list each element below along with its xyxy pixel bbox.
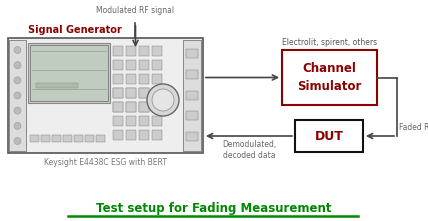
Bar: [139, 102, 149, 112]
Bar: [113, 102, 123, 112]
Bar: [126, 60, 136, 70]
Bar: [113, 60, 123, 70]
Text: DUT: DUT: [315, 130, 343, 143]
Bar: [9, 40, 26, 151]
Text: Modulated RF signal: Modulated RF signal: [96, 6, 175, 15]
Bar: [52, 135, 61, 142]
Text: Test setup for Fading Measurement: Test setup for Fading Measurement: [96, 202, 332, 215]
Bar: [139, 130, 149, 140]
Bar: [186, 49, 198, 58]
Circle shape: [14, 92, 21, 99]
Text: Keysight E4438C ESG with BERT: Keysight E4438C ESG with BERT: [44, 158, 167, 167]
Bar: [126, 74, 136, 84]
Bar: [85, 135, 94, 142]
Bar: [113, 102, 123, 112]
Bar: [139, 74, 149, 84]
Bar: [186, 70, 198, 79]
Bar: [152, 60, 162, 70]
Text: Signal Generator: Signal Generator: [28, 25, 122, 35]
Bar: [126, 88, 136, 98]
Bar: [28, 43, 110, 103]
Bar: [113, 88, 123, 98]
Bar: [152, 46, 162, 56]
Bar: [63, 135, 72, 142]
Bar: [183, 40, 201, 151]
Bar: [126, 88, 136, 98]
Bar: [152, 102, 162, 112]
Circle shape: [14, 122, 21, 129]
Bar: [152, 88, 162, 98]
Bar: [152, 130, 162, 140]
Bar: [126, 130, 136, 140]
Bar: [186, 111, 198, 120]
Bar: [113, 116, 123, 126]
Bar: [126, 46, 136, 56]
Bar: [126, 116, 136, 126]
Bar: [30, 135, 39, 142]
Bar: [126, 102, 136, 112]
Circle shape: [152, 89, 174, 111]
Bar: [139, 46, 149, 56]
Text: Channel
Simulator: Channel Simulator: [297, 63, 362, 93]
Bar: [152, 102, 162, 112]
Bar: [113, 88, 123, 98]
Bar: [295, 120, 363, 152]
Bar: [113, 130, 123, 140]
Bar: [139, 102, 149, 112]
Bar: [36, 83, 78, 88]
Circle shape: [14, 137, 21, 145]
Bar: [8, 38, 203, 153]
Bar: [152, 116, 162, 126]
Bar: [186, 132, 198, 141]
Bar: [139, 88, 149, 98]
Bar: [282, 50, 377, 105]
Bar: [30, 45, 108, 101]
Bar: [74, 135, 83, 142]
Circle shape: [14, 62, 21, 69]
Text: Electrolit, spirent, others: Electrolit, spirent, others: [282, 38, 377, 47]
Circle shape: [14, 107, 21, 114]
Bar: [41, 135, 50, 142]
Bar: [113, 74, 123, 84]
Bar: [139, 88, 149, 98]
Bar: [139, 60, 149, 70]
Bar: [96, 135, 105, 142]
Circle shape: [14, 77, 21, 84]
Circle shape: [147, 84, 179, 116]
Text: Demodulated,
decoded data: Demodulated, decoded data: [222, 140, 276, 160]
Bar: [186, 91, 198, 99]
Text: Faded RF signal: Faded RF signal: [399, 123, 428, 132]
Bar: [113, 46, 123, 56]
Bar: [139, 116, 149, 126]
Bar: [152, 74, 162, 84]
Bar: [152, 88, 162, 98]
Circle shape: [14, 46, 21, 53]
Bar: [126, 102, 136, 112]
